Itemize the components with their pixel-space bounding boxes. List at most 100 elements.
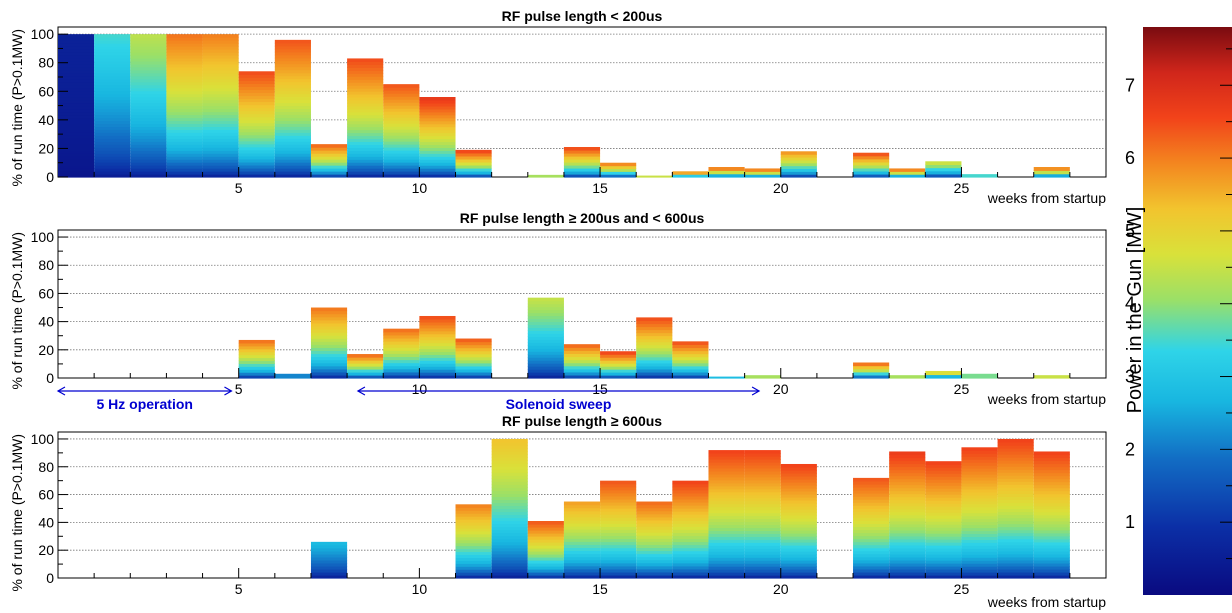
bar-segment [202, 72, 239, 77]
bar-segment [310, 316, 348, 321]
bar-segment [853, 499, 890, 503]
bar-segment [202, 153, 239, 157]
bar-week-16 [600, 480, 637, 579]
bar-segment [636, 320, 673, 325]
bar-segment [563, 371, 601, 376]
bar-segment [853, 164, 890, 169]
bar-segment [130, 66, 167, 71]
bar-week-6 [238, 339, 275, 379]
bar-segment [563, 153, 601, 157]
bar-segment [310, 362, 348, 367]
bar-segment [780, 490, 817, 495]
bar-segment [202, 46, 239, 50]
bar-segment [853, 374, 890, 379]
bar-segment [130, 46, 167, 50]
bar-segment [274, 93, 311, 98]
bar-segment [636, 559, 673, 564]
bar-segment [1033, 457, 1070, 462]
bar-week-15 [563, 147, 601, 178]
bar-segment [961, 506, 998, 511]
bar-segment [491, 544, 528, 549]
bar-segment [419, 351, 456, 355]
bar-segment [853, 547, 890, 552]
bar-segment [238, 107, 275, 112]
bar-segment [130, 34, 167, 38]
bar-segment [997, 499, 1034, 504]
bar-segment [310, 356, 348, 361]
bar-segment [202, 43, 239, 47]
bar-segment [202, 99, 239, 104]
bar-segment [925, 488, 962, 492]
bar-segment [563, 147, 601, 151]
bar-segment [130, 102, 167, 107]
bar-segment [419, 147, 456, 151]
bar-segment [925, 557, 962, 561]
bar-segment [600, 568, 637, 573]
bar-segment [166, 72, 203, 77]
bar-segment [455, 173, 492, 178]
bar-segment [94, 46, 131, 50]
bar-segment [58, 66, 95, 71]
bar-segment [383, 165, 420, 169]
bar-segment [600, 511, 637, 515]
bar-segment [347, 91, 384, 95]
bar-segment [961, 459, 998, 463]
bar-segment [1033, 496, 1070, 501]
bar-segment [202, 108, 239, 113]
bar-segment [347, 135, 384, 140]
bar-segment [202, 37, 239, 41]
bar-segment [961, 485, 998, 490]
bar-segment [527, 520, 564, 525]
bar-segment [708, 542, 745, 546]
bar-segment [383, 123, 420, 127]
bar-week-12 [455, 149, 492, 178]
bar-segment [600, 162, 637, 167]
bar-segment [347, 363, 384, 367]
bar-segment [527, 369, 564, 373]
bar-segment [383, 171, 420, 175]
bar-segment [527, 303, 564, 308]
bar-segment [238, 110, 275, 115]
bar-segment [563, 513, 601, 518]
bar-segment [636, 538, 673, 542]
bar-segment [636, 332, 673, 337]
bar-segment [202, 81, 239, 86]
x-tick-label: 15 [592, 381, 608, 397]
bar-segment [889, 171, 926, 175]
bar-week-27 [997, 438, 1034, 579]
bar-segment [383, 365, 420, 370]
bar-segment [527, 523, 564, 528]
bar-week-10 [383, 84, 420, 178]
bar-segment [455, 521, 492, 526]
x-tick-label: 20 [773, 381, 789, 397]
bar-segment [672, 532, 709, 537]
bar-segment [744, 479, 781, 484]
bar-segment [889, 475, 926, 480]
bar-segment [744, 551, 781, 555]
bar-segment [274, 162, 311, 166]
bar-segment [636, 532, 673, 536]
bar-segment [708, 572, 745, 576]
bar-segment [238, 128, 275, 133]
bar-segment [672, 544, 709, 549]
bar-segment [925, 563, 962, 567]
bar-segment [1033, 472, 1070, 477]
bar-segment [780, 472, 817, 477]
bar-segment [94, 174, 131, 178]
bar-segment [563, 571, 601, 576]
x-axis-title: weeks from startup [987, 594, 1106, 610]
bar-segment [563, 165, 601, 169]
bar-segment [58, 87, 95, 92]
bar-segment [383, 132, 420, 136]
bar-segment [780, 475, 817, 480]
bar-segment [997, 493, 1034, 497]
bar-segment [58, 171, 95, 175]
bar-segment [130, 40, 167, 44]
bar-segment [600, 508, 637, 512]
bar-segment [925, 506, 962, 510]
bar-segment [672, 535, 709, 540]
bar-segment [419, 129, 456, 134]
x-tick-label: 10 [412, 581, 428, 597]
bar-segment [238, 155, 275, 160]
bar-segment [961, 557, 998, 561]
